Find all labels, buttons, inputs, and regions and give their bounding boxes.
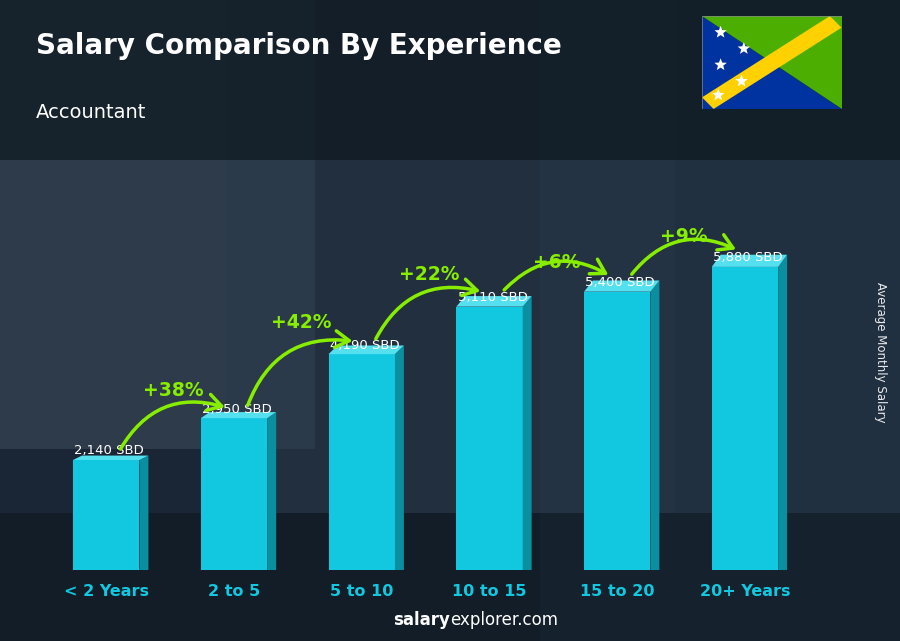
FancyArrowPatch shape (376, 279, 477, 339)
Bar (225, 0, 675, 513)
Polygon shape (328, 345, 404, 354)
Polygon shape (73, 460, 140, 570)
FancyArrowPatch shape (121, 394, 221, 449)
Polygon shape (712, 88, 724, 100)
Polygon shape (715, 26, 727, 38)
Bar (0, 0, 900, 160)
Text: 5,880 SBD: 5,880 SBD (713, 251, 783, 264)
Text: salary: salary (393, 612, 450, 629)
Text: Accountant: Accountant (36, 103, 147, 122)
FancyArrowPatch shape (504, 259, 606, 290)
Text: +38%: +38% (143, 381, 203, 401)
Polygon shape (395, 345, 404, 570)
Polygon shape (140, 456, 148, 570)
FancyArrowPatch shape (632, 235, 733, 274)
Polygon shape (456, 306, 523, 570)
Polygon shape (456, 296, 532, 306)
Polygon shape (201, 412, 276, 418)
FancyArrowPatch shape (248, 331, 349, 405)
Polygon shape (712, 267, 778, 570)
Text: 2,950 SBD: 2,950 SBD (202, 403, 272, 415)
Text: Average Monthly Salary: Average Monthly Salary (874, 282, 886, 423)
Polygon shape (267, 412, 276, 570)
Bar (0, 0, 315, 449)
Text: Salary Comparison By Experience: Salary Comparison By Experience (36, 32, 562, 60)
Polygon shape (702, 16, 842, 109)
Polygon shape (702, 16, 842, 109)
Polygon shape (735, 74, 748, 87)
Text: 5,110 SBD: 5,110 SBD (457, 291, 527, 304)
Text: +6%: +6% (533, 253, 580, 272)
Polygon shape (201, 418, 267, 570)
Polygon shape (651, 281, 660, 570)
Text: +42%: +42% (271, 313, 331, 333)
Text: +22%: +22% (399, 265, 459, 285)
Polygon shape (702, 16, 842, 109)
Text: 5,400 SBD: 5,400 SBD (585, 276, 655, 289)
Polygon shape (712, 254, 788, 267)
Text: 2,140 SBD: 2,140 SBD (75, 444, 144, 458)
Polygon shape (328, 354, 395, 570)
Text: explorer.com: explorer.com (450, 612, 558, 629)
Bar (540, 0, 900, 641)
Bar (0, 513, 900, 641)
Text: +9%: +9% (661, 228, 708, 246)
Polygon shape (584, 292, 651, 570)
Polygon shape (523, 296, 532, 570)
Text: 4,190 SBD: 4,190 SBD (329, 338, 400, 351)
Polygon shape (778, 254, 788, 570)
Polygon shape (715, 58, 727, 70)
Polygon shape (584, 281, 660, 292)
Polygon shape (738, 42, 750, 54)
Polygon shape (73, 456, 148, 460)
